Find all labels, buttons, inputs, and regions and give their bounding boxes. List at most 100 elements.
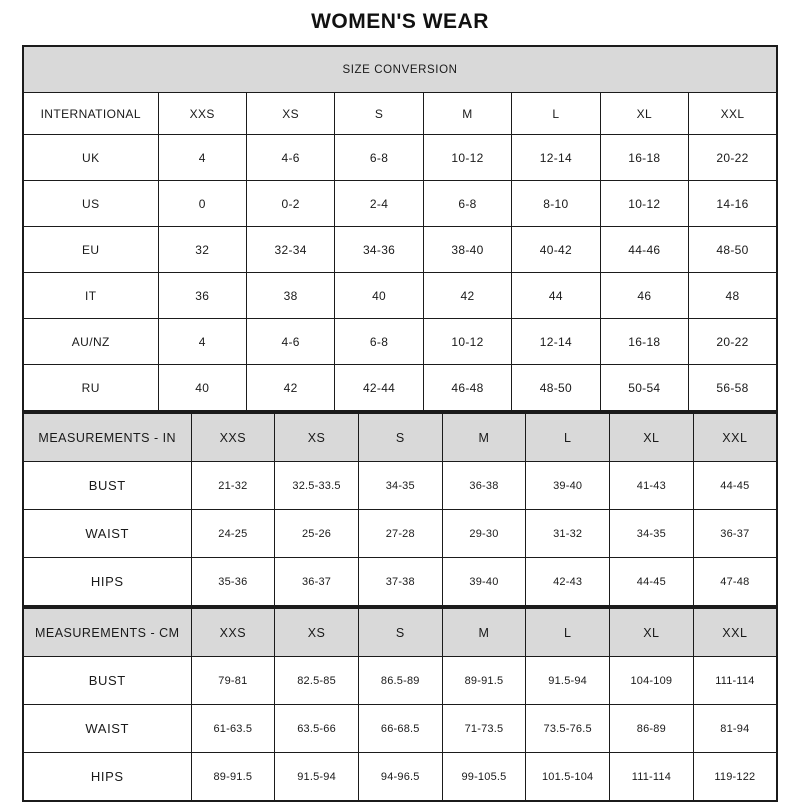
table-cell: 4 <box>157 134 247 181</box>
row-label: BUST <box>22 461 192 510</box>
column-header-s: S <box>357 607 443 657</box>
table-cell: 66-68.5 <box>357 704 443 753</box>
table-cell: 81-94 <box>692 704 778 753</box>
size-conversion-body: SIZE CONVERSION INTERNATIONAL XXS XS S M… <box>22 46 778 412</box>
row-label: BUST <box>22 656 192 705</box>
table-cell: 10-12 <box>422 318 513 365</box>
column-header-xxl: XXL <box>692 607 778 657</box>
table-cell: 10-12 <box>422 134 513 181</box>
row-label: WAIST <box>22 704 192 753</box>
table-cell: 86.5-89 <box>357 656 443 705</box>
table-cell: 44-45 <box>609 557 694 607</box>
column-header-xl: XL <box>609 607 694 657</box>
table-cell: 10-12 <box>599 180 690 227</box>
table-cell: 47-48 <box>692 557 778 607</box>
table-cell: 42 <box>422 272 513 319</box>
page-title: WOMEN'S WEAR <box>311 10 489 33</box>
table-row: HIPS 89-91.5 91.5-94 94-96.5 99-105.5 10… <box>22 752 778 802</box>
table-row: EU 32 32-34 34-36 38-40 40-42 44-46 48-5… <box>22 226 778 273</box>
table-cell: 63.5-66 <box>274 704 359 753</box>
table-cell: 101.5-104 <box>525 752 611 802</box>
column-header-xxl: XXL <box>688 92 778 135</box>
table-cell: 24-25 <box>190 509 276 558</box>
column-header-xxl: XXL <box>692 412 778 462</box>
table-cell: 111-114 <box>609 752 694 802</box>
table-cell: 104-109 <box>609 656 694 705</box>
table-cell: 34-35 <box>609 509 694 558</box>
table-cell: 21-32 <box>190 461 276 510</box>
table-row: RU 40 42 42-44 46-48 48-50 50-54 56-58 <box>22 364 778 412</box>
table-cell: 36 <box>157 272 247 319</box>
table-cell: 29-30 <box>441 509 527 558</box>
banner-row: SIZE CONVERSION <box>23 46 777 93</box>
column-header-measurements-in: MEASUREMENTS - IN <box>22 412 192 462</box>
column-header-l: L <box>525 412 611 462</box>
table-cell: 89-91.5 <box>190 752 276 802</box>
table-cell: 40-42 <box>511 226 601 273</box>
table-cell: 79-81 <box>190 656 276 705</box>
table-cell: 20-22 <box>688 318 778 365</box>
column-header-xxs: XXS <box>157 92 247 135</box>
table-cell: 42-44 <box>334 364 424 412</box>
table-cell: 38 <box>245 272 336 319</box>
column-header-xl: XL <box>599 92 690 135</box>
table-cell: 2-4 <box>334 180 424 227</box>
table-cell: 44-45 <box>692 461 778 510</box>
column-header-l: L <box>511 92 601 135</box>
measurements-inches-table: MEASUREMENTS - IN XXS XS S M L XL XXL BU… <box>22 412 778 607</box>
measurements-inches-body: MEASUREMENTS - IN XXS XS S M L XL XXL BU… <box>22 412 778 607</box>
table-cell: 89-91.5 <box>441 656 527 705</box>
row-label: UK <box>22 134 159 181</box>
column-header-xs: XS <box>274 607 359 657</box>
table-cell: 40 <box>157 364 247 412</box>
column-header-xs: XS <box>274 412 359 462</box>
table-cell: 42 <box>245 364 336 412</box>
row-label: HIPS <box>22 752 192 802</box>
table-cell: 111-114 <box>692 656 778 705</box>
table-cell: 94-96.5 <box>357 752 443 802</box>
table-cell: 56-58 <box>688 364 778 412</box>
column-header-row: MEASUREMENTS - CM XXS XS S M L XL XXL <box>22 607 778 657</box>
table-cell: 42-43 <box>525 557 611 607</box>
row-label: US <box>22 180 159 227</box>
table-cell: 44-46 <box>599 226 690 273</box>
column-header-s: S <box>334 92 424 135</box>
table-cell: 6-8 <box>422 180 513 227</box>
column-header-xl: XL <box>609 412 694 462</box>
table-cell: 119-122 <box>692 752 778 802</box>
column-header-measurements-cm: MEASUREMENTS - CM <box>22 607 192 657</box>
table-cell: 0-2 <box>245 180 336 227</box>
table-cell: 14-16 <box>688 180 778 227</box>
table-cell: 6-8 <box>334 318 424 365</box>
table-row: IT 36 38 40 42 44 46 48 <box>22 272 778 319</box>
table-cell: 61-63.5 <box>190 704 276 753</box>
table-cell: 32 <box>157 226 247 273</box>
table-row: US 0 0-2 2-4 6-8 8-10 10-12 14-16 <box>22 180 778 227</box>
column-header-m: M <box>441 412 527 462</box>
row-label: EU <box>22 226 159 273</box>
table-cell: 44 <box>511 272 601 319</box>
table-cell: 4-6 <box>245 134 336 181</box>
table-cell: 12-14 <box>511 134 601 181</box>
table-cell: 36-37 <box>692 509 778 558</box>
measurements-cm-table: MEASUREMENTS - CM XXS XS S M L XL XXL BU… <box>22 607 778 802</box>
table-row: WAIST 61-63.5 63.5-66 66-68.5 71-73.5 73… <box>22 704 778 753</box>
table-row: AU/NZ 4 4-6 6-8 10-12 12-14 16-18 20-22 <box>22 318 778 365</box>
row-label: HIPS <box>22 557 192 607</box>
table-row: HIPS 35-36 36-37 37-38 39-40 42-43 44-45… <box>22 557 778 607</box>
table-cell: 46-48 <box>422 364 513 412</box>
table-cell: 6-8 <box>334 134 424 181</box>
table-cell: 4-6 <box>245 318 336 365</box>
table-cell: 0 <box>157 180 247 227</box>
column-header-xxs: XXS <box>190 412 276 462</box>
table-cell: 27-28 <box>357 509 443 558</box>
column-header-m: M <box>422 92 513 135</box>
table-cell: 34-35 <box>357 461 443 510</box>
table-cell: 35-36 <box>190 557 276 607</box>
table-cell: 4 <box>157 318 247 365</box>
table-row: BUST 21-32 32.5-33.5 34-35 36-38 39-40 4… <box>22 461 778 510</box>
column-header-international: INTERNATIONAL <box>22 92 159 135</box>
table-cell: 99-105.5 <box>441 752 527 802</box>
table-row: BUST 79-81 82.5-85 86.5-89 89-91.5 91.5-… <box>22 656 778 705</box>
